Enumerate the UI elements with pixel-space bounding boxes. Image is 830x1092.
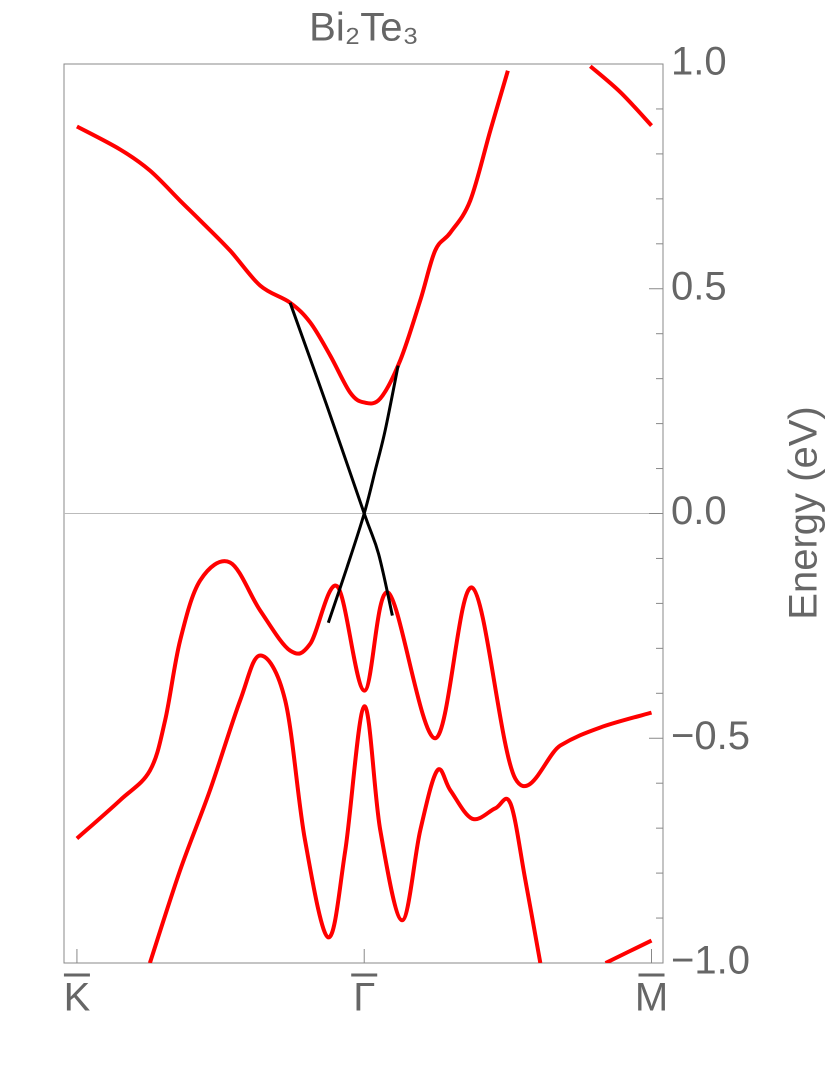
- y-tick-label: −1.0: [671, 939, 750, 983]
- y-axis-label: Energy (eV): [782, 406, 826, 619]
- chart-title: Bi₂Te₃: [309, 6, 419, 50]
- y-tick-label: 0.5: [671, 264, 727, 308]
- band-line: [326, 365, 400, 624]
- x-tick-label: Γ: [353, 976, 375, 1020]
- x-tick-label: M: [635, 976, 668, 1020]
- y-tick-label: 0.0: [671, 489, 727, 533]
- y-tick-label: −0.5: [671, 714, 750, 758]
- plot-area: [64, 64, 663, 963]
- band-line: [75, 64, 653, 406]
- band-line: [147, 653, 653, 963]
- y-tick-label: 1.0: [671, 40, 727, 84]
- band-line: [288, 302, 394, 616]
- x-tick-label: K: [64, 976, 91, 1020]
- band-line: [75, 559, 653, 840]
